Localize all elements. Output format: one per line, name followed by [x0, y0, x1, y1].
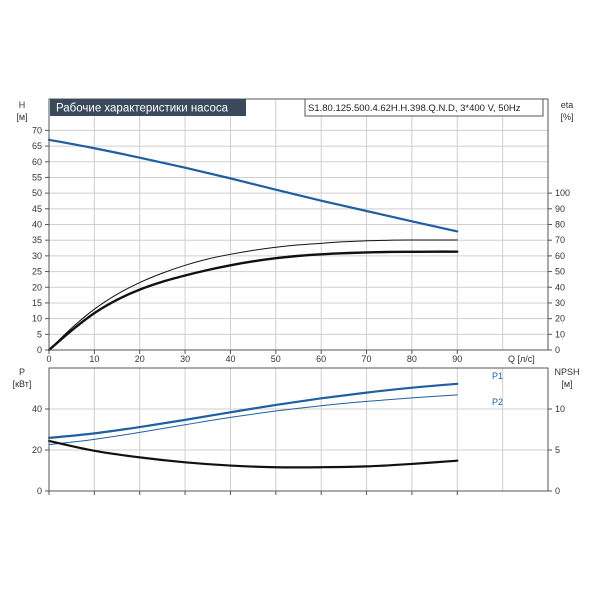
head-axis-symbol: H [19, 100, 26, 110]
right-axis-tick-label: 80 [555, 220, 565, 230]
frame-layer [48, 98, 549, 492]
chart-title-box [50, 99, 246, 116]
x-axis-tick-label: 0 [46, 354, 51, 364]
x-axis-tick-label: 20 [135, 354, 145, 364]
right-axis-tick-label: 5 [555, 445, 560, 455]
x-axis-tick-label: 40 [225, 354, 235, 364]
left-axis-tick-label: 50 [32, 188, 42, 198]
x-axis-tick-label: 50 [271, 354, 281, 364]
left-axis-tick-label: 65 [32, 141, 42, 151]
series-line-1-2 [47, 439, 459, 469]
left-axis-tick-label: 60 [32, 157, 42, 167]
grid-layer [48, 99, 548, 492]
left-axis-tick-label: 5 [37, 329, 42, 339]
series-label-p1: P1 [492, 371, 503, 381]
ticks-layer: 0510152025303540455055606570010203040506… [32, 125, 570, 496]
right-axis-tick-label: 90 [555, 204, 565, 214]
right-axis-tick-label: 0 [555, 486, 560, 496]
model-label: S1.80.125.500.4.62H.H.398.Q.N.D, 3*400 V… [308, 103, 521, 114]
x-axis-tick-label: 30 [180, 354, 190, 364]
right-axis-tick-label: 70 [555, 235, 565, 245]
x-axis-tick-label: 10 [89, 354, 99, 364]
left-axis-tick-label: 70 [32, 125, 42, 135]
x-axis-tick-label: 80 [407, 354, 417, 364]
left-axis-tick-label: 45 [32, 204, 42, 214]
model-label-box [304, 98, 544, 117]
eta-axis-symbol: eta [561, 100, 574, 110]
right-axis-tick-label: 0 [555, 345, 560, 355]
power-axis-symbol: P [19, 367, 25, 377]
left-axis-tick-label: 10 [32, 314, 42, 324]
series-label-p2: P2 [492, 397, 503, 407]
left-axis-tick-label: 30 [32, 251, 42, 261]
right-axis-tick-label: 20 [555, 314, 565, 324]
series-line-0-2 [47, 250, 459, 352]
series-line-p2 [48, 394, 458, 446]
right-axis-tick-label: 30 [555, 298, 565, 308]
left-axis-tick-label: 20 [32, 282, 42, 292]
curves-layer [47, 138, 459, 469]
eta-axis-unit: [%] [560, 112, 573, 122]
series-line-0-0 [47, 138, 459, 233]
power-axis-unit: [кВт] [13, 379, 32, 389]
right-axis-tick-label: 60 [555, 251, 565, 261]
right-axis-tick-label: 10 [555, 329, 565, 339]
left-axis-tick-label: 0 [37, 345, 42, 355]
x-axis-tick-label: 60 [316, 354, 326, 364]
left-axis-tick-label: 55 [32, 172, 42, 182]
left-axis-tick-label: 40 [32, 404, 42, 414]
left-axis-tick-label: 40 [32, 220, 42, 230]
flow-axis-label: Q [л/с] [508, 354, 535, 364]
left-axis-tick-label: 15 [32, 298, 42, 308]
series-line-p1 [47, 382, 459, 439]
right-axis-tick-label: 100 [555, 188, 570, 198]
left-axis-tick-label: 20 [32, 445, 42, 455]
right-axis-tick-label: 50 [555, 267, 565, 277]
series-line-0-1 [48, 239, 458, 351]
npsh-axis-unit: [м] [561, 379, 572, 389]
plot-frame [48, 367, 549, 492]
right-axis-tick-label: 40 [555, 282, 565, 292]
left-axis-tick-label: 0 [37, 486, 42, 496]
left-axis-tick-label: 25 [32, 267, 42, 277]
x-axis-tick-label: 90 [452, 354, 462, 364]
left-axis-tick-label: 35 [32, 235, 42, 245]
head-axis-unit: [м] [16, 112, 27, 122]
chart-title: Рабочие характеристики насоса [56, 103, 229, 115]
x-axis-tick-label: 70 [362, 354, 372, 364]
npsh-axis-symbol: NPSH [554, 367, 579, 377]
right-axis-tick-label: 10 [555, 404, 565, 414]
